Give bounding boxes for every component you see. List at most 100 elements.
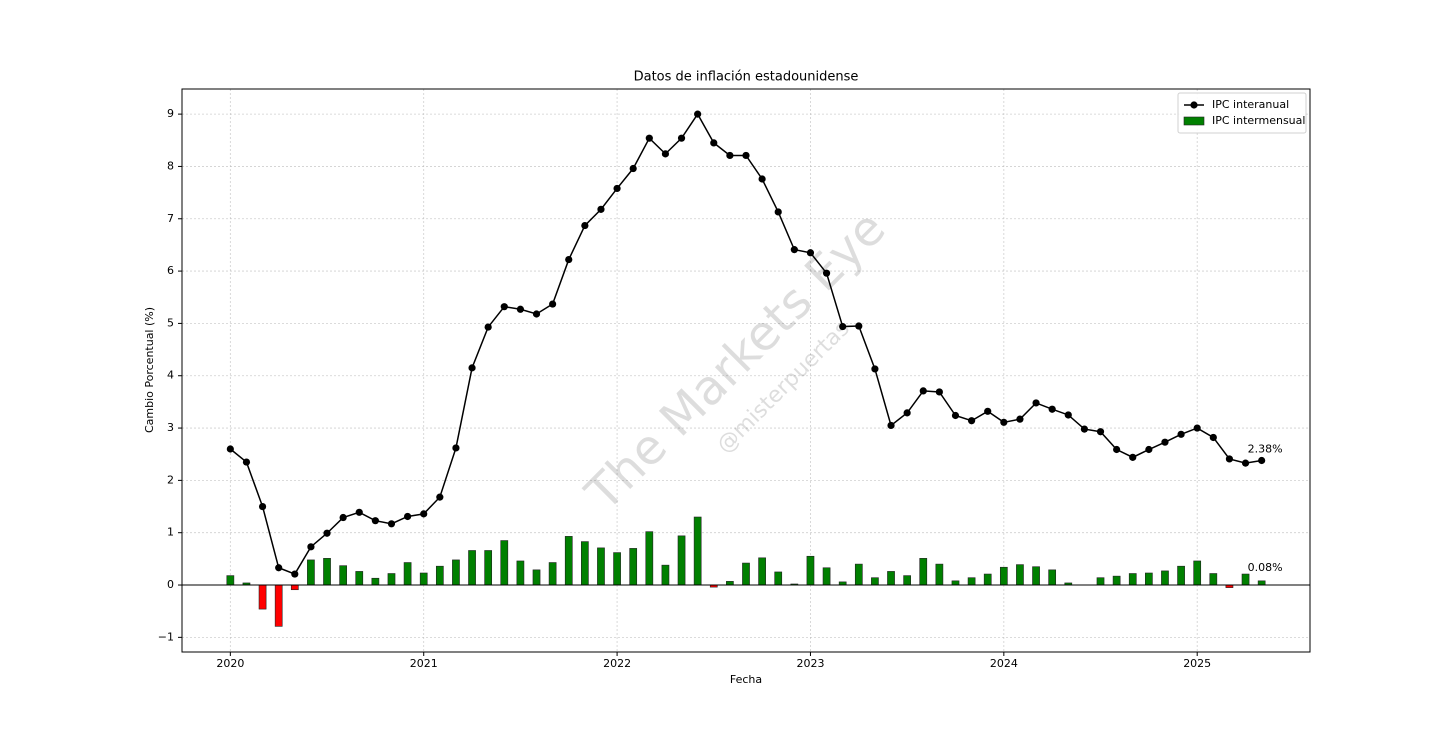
point — [1209, 433, 1217, 442]
x-tick-label: 2020 — [216, 657, 244, 670]
point — [516, 305, 525, 313]
point — [887, 421, 895, 430]
point — [629, 164, 637, 173]
y-axis-label: Cambio Porcentual (%) — [143, 307, 156, 433]
x-tick-label: 2024 — [990, 657, 1018, 670]
bar — [822, 567, 831, 586]
bar — [935, 563, 944, 586]
bar — [1112, 575, 1121, 586]
bar — [339, 565, 347, 586]
point — [839, 322, 847, 331]
y-tick-label: 6 — [167, 264, 174, 277]
point — [806, 249, 815, 257]
point — [1064, 411, 1072, 419]
bar — [1257, 580, 1266, 586]
bar — [774, 571, 783, 586]
point — [355, 508, 363, 516]
bar — [387, 573, 396, 586]
bar — [887, 571, 895, 586]
point — [984, 407, 992, 415]
point — [371, 517, 379, 525]
bar — [1209, 573, 1218, 586]
y-tick-label: 0 — [167, 578, 174, 591]
point — [387, 520, 396, 528]
bar — [1241, 573, 1250, 586]
point — [903, 409, 911, 417]
bar — [258, 584, 267, 610]
point — [790, 246, 798, 254]
point — [1225, 455, 1234, 463]
y-tick-label: −1 — [158, 630, 174, 643]
y-tick-label: 8 — [167, 159, 174, 172]
bar — [1193, 560, 1202, 586]
bar — [1128, 573, 1137, 586]
bar — [726, 581, 734, 586]
point — [1080, 425, 1088, 433]
bar — [742, 562, 750, 586]
point — [323, 529, 331, 537]
x-tick-label: 2023 — [796, 657, 824, 670]
bar — [1177, 565, 1185, 586]
bar — [274, 584, 283, 627]
bar — [1145, 572, 1153, 586]
point — [339, 513, 347, 522]
point — [822, 269, 831, 277]
bar — [500, 540, 509, 586]
point — [1258, 456, 1266, 465]
point — [484, 323, 492, 331]
bar — [919, 558, 928, 586]
y-tick-label: 7 — [167, 212, 174, 225]
y-tick-label: 9 — [167, 107, 174, 120]
point — [951, 411, 960, 420]
point — [645, 134, 653, 142]
bar — [951, 580, 960, 586]
point — [1129, 453, 1137, 461]
legend-box — [1177, 92, 1307, 134]
bar — [758, 557, 766, 586]
point — [1193, 424, 1201, 432]
point — [726, 151, 734, 160]
bar — [1096, 577, 1105, 586]
y-tick-label: 3 — [167, 421, 174, 434]
point — [1145, 445, 1153, 454]
bar — [532, 569, 541, 586]
point — [1000, 418, 1008, 426]
bar — [435, 565, 444, 586]
bar — [1016, 564, 1024, 586]
y-tick-label: 2 — [167, 473, 174, 486]
y-tick-label: 5 — [167, 316, 174, 329]
point — [1113, 445, 1121, 454]
bar — [613, 552, 621, 586]
x-tick-label: 2025 — [1183, 657, 1211, 670]
bar — [468, 550, 476, 586]
bar — [693, 516, 702, 586]
point — [565, 255, 573, 264]
bar — [452, 559, 460, 586]
point — [307, 543, 315, 551]
x-tick-label: 2022 — [603, 657, 631, 670]
bar — [597, 547, 605, 586]
point — [420, 510, 428, 518]
point — [1032, 399, 1040, 407]
bar — [548, 562, 557, 586]
bar — [1048, 569, 1057, 586]
point — [291, 570, 299, 578]
bar — [903, 575, 911, 586]
x-axis-label: Fecha — [730, 673, 762, 686]
bar — [967, 577, 976, 586]
bar — [371, 577, 380, 586]
bar — [355, 571, 364, 586]
point — [500, 303, 508, 311]
bar — [1032, 566, 1040, 586]
bar — [226, 575, 235, 586]
bar — [983, 573, 992, 586]
point — [597, 205, 605, 213]
bar — [661, 564, 670, 586]
point — [935, 388, 943, 396]
bar — [403, 562, 412, 586]
point — [694, 110, 702, 118]
legend-label: IPC interanual — [1212, 98, 1289, 111]
data-label: 2.38% — [1248, 442, 1283, 455]
plot-frame — [181, 88, 1311, 653]
point — [1161, 438, 1169, 446]
